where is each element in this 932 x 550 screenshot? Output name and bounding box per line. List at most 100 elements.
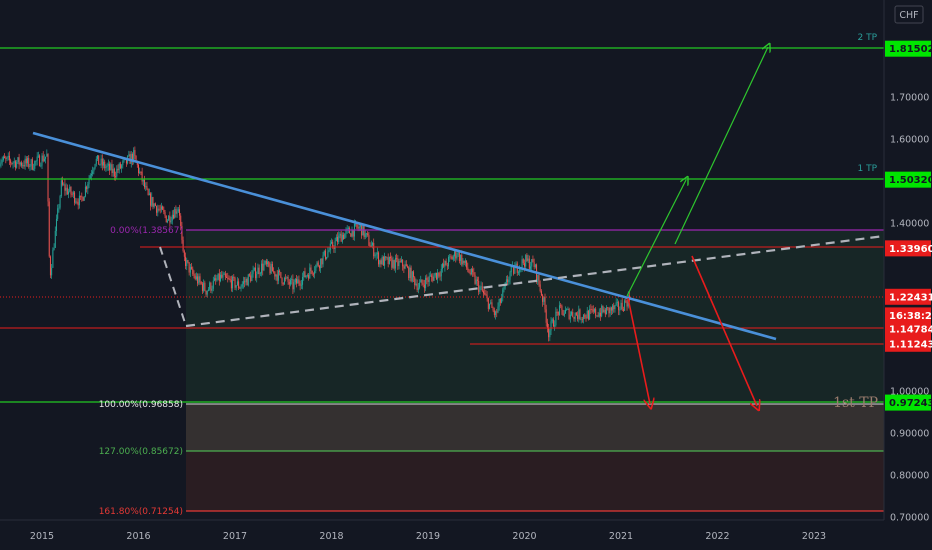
y-axis-panel[interactable]: [884, 0, 932, 550]
candle-body: [585, 317, 587, 319]
candle-body: [381, 256, 383, 265]
candle-body: [624, 300, 626, 311]
candle-body: [466, 260, 468, 268]
candle-body: [271, 264, 273, 272]
candle-body: [117, 168, 119, 171]
candle-body: [575, 312, 577, 316]
candle-body: [345, 230, 347, 234]
candle-body: [109, 163, 111, 171]
candle-body: [51, 267, 53, 276]
candle-body: [373, 243, 375, 257]
candle-body: [584, 314, 586, 318]
candle-body: [157, 208, 159, 213]
candle-body: [583, 314, 585, 320]
y-tick-label: 1.40000: [890, 219, 929, 230]
price-tag-bg: [885, 335, 931, 352]
candle-body: [561, 305, 563, 310]
candle-body: [166, 220, 168, 223]
candle-body: [439, 275, 441, 277]
candle-body: [409, 267, 411, 279]
candle-body: [432, 276, 434, 281]
price-tag: 1.33960: [885, 240, 932, 257]
candle-body: [480, 286, 482, 288]
candle-body: [428, 276, 430, 282]
candle-body: [142, 179, 144, 182]
candle-body: [391, 258, 393, 268]
candle-body: [417, 287, 419, 291]
currency-badge[interactable]: CHF: [894, 5, 924, 24]
candle-body: [384, 256, 386, 266]
candle-body: [116, 168, 118, 177]
candle-body: [82, 197, 84, 201]
candle-body: [2, 156, 4, 160]
x-axis-panel[interactable]: [0, 520, 884, 550]
candle-body: [146, 186, 148, 190]
x-tick-label: 2023: [802, 531, 826, 542]
candle-body: [181, 226, 183, 240]
candle-body: [415, 283, 417, 286]
x-tick-label: 2020: [512, 531, 536, 542]
candle-body: [291, 279, 293, 280]
candle-body: [89, 175, 91, 179]
candle-body: [449, 256, 451, 258]
candle-body: [121, 165, 123, 169]
candle-body: [88, 178, 90, 185]
uptrend-dashed-line[interactable]: [185, 234, 885, 328]
candle-body: [119, 163, 121, 169]
candle-body: [324, 250, 326, 259]
candle-body: [331, 241, 332, 244]
candle-body: [87, 184, 89, 190]
candle-body: [555, 311, 557, 326]
candle-body: [374, 255, 376, 257]
candle-body: [211, 288, 213, 291]
price-tag: 1.14784: [885, 320, 932, 337]
candle-body: [192, 268, 194, 275]
candle-body: [411, 271, 413, 282]
candle-body: [423, 284, 425, 289]
candle-body: [212, 280, 214, 289]
candle-body: [450, 256, 452, 258]
candle-body: [322, 255, 324, 265]
candle-body: [400, 259, 402, 262]
candle-body: [195, 276, 197, 280]
candle-body: [33, 168, 35, 170]
candle-body: [335, 237, 337, 242]
candle-body: [448, 257, 450, 267]
candle-body: [115, 176, 117, 178]
candle-body: [514, 266, 516, 274]
x-tick-label: 2022: [705, 531, 729, 542]
candle-body: [454, 251, 456, 257]
candle-body: [589, 309, 591, 320]
tp1-label: 1 TP: [857, 164, 877, 174]
candle-body: [502, 289, 504, 298]
candle-body: [93, 168, 95, 172]
candle-body: [433, 275, 435, 281]
candle-body: [153, 203, 155, 207]
candle-body: [77, 202, 79, 206]
candle-body: [333, 247, 335, 249]
candle-body: [17, 157, 19, 163]
downtrend-line[interactable]: [32, 131, 777, 341]
candle-body: [6, 157, 8, 159]
price-tag-label: 1.81502: [889, 44, 932, 55]
candle-body: [567, 308, 569, 310]
y-tick-label: 1.70000: [890, 93, 929, 104]
candle-body: [380, 260, 382, 265]
candle-body: [277, 270, 279, 281]
candle-body: [232, 276, 234, 289]
candle-body: [532, 259, 534, 263]
candle-body: [235, 285, 237, 288]
candle-body: [574, 312, 576, 319]
fib-zone-0-100: [186, 230, 884, 404]
candle-body: [464, 260, 466, 263]
candle-body: [242, 281, 244, 284]
candle-body: [558, 305, 560, 315]
candle-body: [103, 161, 105, 166]
candle-body: [99, 164, 101, 166]
candle-body: [198, 276, 200, 284]
candle-body: [438, 272, 440, 276]
candle-body: [608, 307, 610, 314]
candle-body: [13, 161, 15, 163]
candle-body: [220, 274, 222, 282]
